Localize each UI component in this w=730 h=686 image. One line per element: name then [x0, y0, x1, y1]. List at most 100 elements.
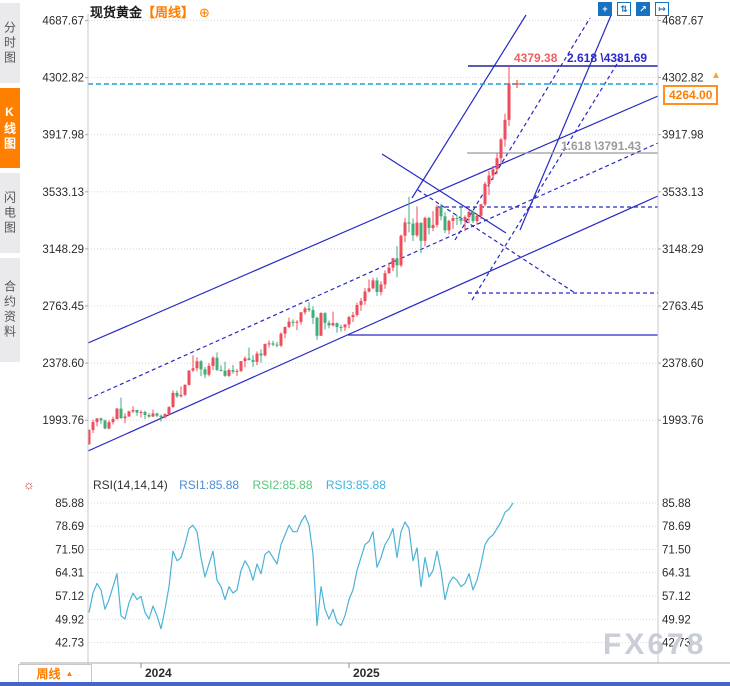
period-selector-label: 周线 — [36, 667, 61, 681]
tab-label: K线图 — [2, 104, 17, 152]
axis-tick-label: 78.69 — [55, 521, 84, 533]
candle-body — [463, 217, 467, 221]
candle-body — [143, 412, 147, 415]
borders-layer — [20, 14, 730, 664]
tab-contract-info[interactable]: 合约资料 — [0, 258, 20, 362]
auto-scale-icon[interactable]: ↗ — [636, 2, 650, 16]
candle-body — [419, 222, 423, 241]
candle-body — [343, 324, 347, 328]
candle-body — [167, 407, 171, 415]
period-selector-button[interactable]: 周线 ▲ — [18, 664, 92, 683]
last-close-marker — [513, 80, 521, 88]
tab-lightning-chart[interactable]: 闪电图 — [0, 173, 20, 253]
chart-title: 现货黄金【周线】 ⊕ — [90, 2, 210, 21]
candle-body — [287, 321, 291, 327]
tab-label: 合约资料 — [2, 280, 17, 340]
rsi-line-layer — [88, 502, 514, 630]
candle-body — [163, 414, 167, 418]
axis-tick-label: 3148.29 — [662, 244, 704, 256]
candle-body — [455, 218, 459, 220]
candle-body — [103, 420, 107, 429]
add-indicator-icon[interactable]: ⊕ — [199, 5, 210, 20]
candle-body — [467, 211, 471, 218]
candle-body — [151, 413, 155, 417]
candle-body — [495, 158, 499, 170]
candle-body — [187, 370, 191, 385]
candle-body — [431, 224, 435, 229]
period-label: 【周线】 — [142, 5, 195, 20]
indicator-settings-icon[interactable]: ☼ — [23, 477, 35, 492]
trendlines-layer — [88, 14, 658, 452]
candle-body — [387, 267, 391, 274]
candle-body — [191, 368, 195, 371]
candle-body — [227, 370, 231, 376]
fit-range-icon[interactable]: ⇅ — [617, 2, 631, 16]
channel-upper — [88, 95, 658, 344]
candle-body — [399, 235, 403, 266]
candle-body — [107, 422, 111, 429]
axis-tick-label: 2378.60 — [42, 358, 84, 370]
candle-body — [335, 323, 339, 327]
candle-body — [195, 361, 199, 369]
candle-body — [483, 183, 487, 205]
candle-body — [239, 361, 243, 371]
candle-body — [475, 215, 479, 222]
scroll-latest-icon[interactable]: ↦ — [655, 2, 669, 16]
axis-tick-label: 4302.82 — [662, 73, 704, 85]
candle-body — [363, 291, 367, 302]
candle-body — [411, 223, 415, 236]
candle-body — [219, 369, 223, 371]
candle-body — [115, 408, 119, 419]
candle-body — [315, 317, 319, 336]
candle-body — [323, 313, 327, 323]
candle-body — [295, 321, 299, 323]
axis-tick-label: 3533.13 — [662, 187, 704, 199]
axis-tick-label: 4302.82 — [42, 73, 84, 85]
axis-tick-label: 64.31 — [662, 568, 691, 580]
axis-tick-label: 64.31 — [55, 568, 84, 580]
axis-tick-label: 85.88 — [55, 498, 84, 510]
candle-body — [247, 358, 251, 360]
rsi-title: RSI(14,14,14) — [93, 478, 168, 492]
candle-body — [339, 326, 343, 328]
axis-tick-label: 4687.67 — [662, 16, 704, 28]
steep-channel-right — [519, 14, 613, 231]
axis-tick-label: 49.92 — [55, 614, 84, 626]
candle-body — [203, 369, 207, 375]
candle-body — [99, 418, 103, 421]
candle-body — [211, 357, 215, 366]
candle-body — [283, 326, 287, 334]
candle-body — [175, 392, 179, 397]
axis-tick-label: 3917.98 — [42, 130, 84, 142]
candle-body — [319, 313, 323, 336]
candle-body — [95, 418, 99, 423]
candle-body — [427, 217, 431, 229]
candle-body — [299, 312, 303, 322]
fib-2618-label: 2.618 \4381.69 — [567, 51, 648, 65]
tab-label: 闪电图 — [2, 190, 17, 236]
candle-body — [291, 321, 295, 323]
channel-median — [88, 142, 658, 400]
axis-tick-label: 3533.13 — [42, 187, 84, 199]
steep-median-1 — [454, 17, 591, 241]
candle-body — [367, 288, 371, 292]
candle-body — [375, 280, 379, 292]
steep-channel-left — [411, 14, 527, 199]
candle-body — [479, 204, 483, 216]
tab-kline-chart[interactable]: K线图 — [0, 88, 20, 168]
pan-tool-icon[interactable]: + — [598, 2, 612, 16]
candle-body — [183, 384, 187, 395]
axis-tick-label: 1993.76 — [42, 415, 84, 427]
axis-tick-label: 78.69 — [662, 521, 691, 533]
chart-toolbar: + ⇅ ↗ ↦ — [598, 2, 669, 16]
axis-tick-label: 2763.45 — [42, 301, 84, 313]
candle-body — [499, 139, 503, 159]
gridlines-layer — [88, 20, 658, 643]
candle-body — [87, 429, 91, 445]
candle-body — [223, 370, 227, 376]
tab-time-chart[interactable]: 分时图 — [0, 3, 20, 83]
rsi2-value: RSI2:85.88 — [252, 478, 313, 492]
candle-body — [407, 222, 411, 224]
candle-body — [311, 310, 315, 318]
